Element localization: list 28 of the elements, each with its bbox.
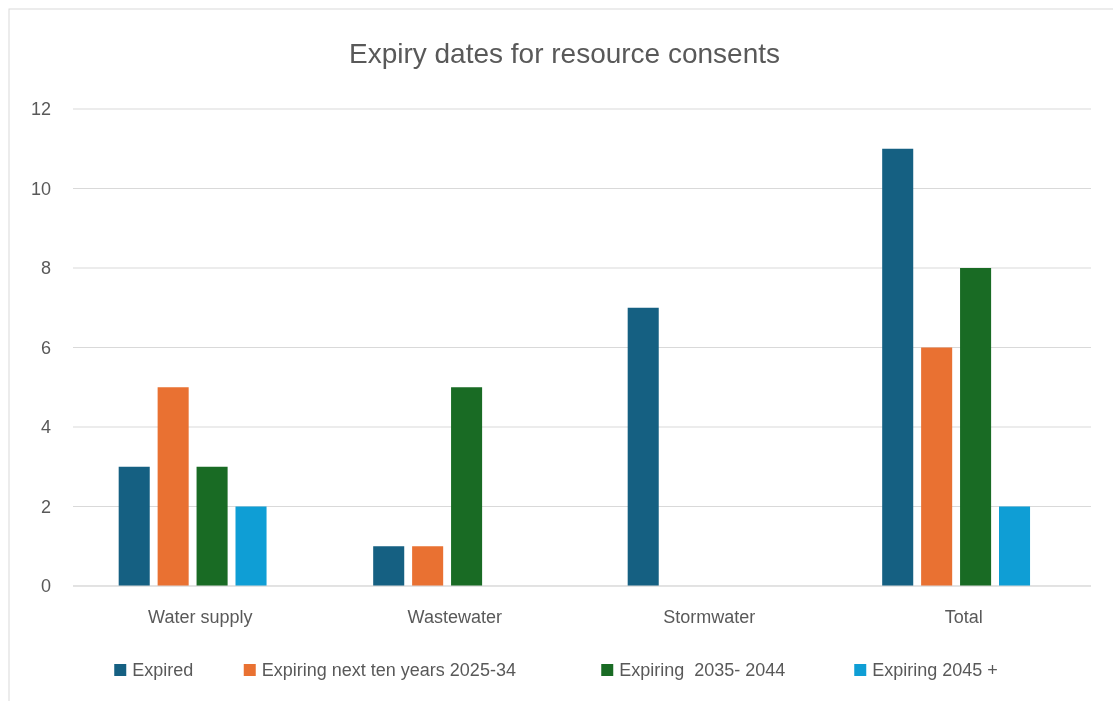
bar [157,387,189,586]
legend-label: Expiring next ten years 2025-34 [261,660,516,681]
bar [451,387,483,586]
x-tick-label: Wastewater [407,607,502,627]
bar [196,466,228,586]
legend-label: Expired [132,660,194,681]
y-tick-label: 4 [40,417,51,438]
bar [921,347,953,586]
bar [412,546,444,586]
bar [999,506,1031,586]
y-tick-label: 2 [40,496,51,517]
y-tick-label: 6 [40,337,51,358]
y-tick-label: 12 [30,99,51,120]
y-tick-label: 0 [40,576,51,597]
bar [118,466,150,586]
bar [627,307,659,586]
bar [373,546,405,586]
y-tick-label: 8 [40,258,51,279]
x-tick-label: Stormwater [663,607,756,627]
x-tick-label: Total [944,607,983,627]
x-tick-label: Water supply [148,607,253,627]
chart-title: Expiry dates for resource consents [348,38,781,69]
bar [960,268,992,586]
bar [235,506,267,586]
legend-label: Expiring 2045 + [872,660,998,681]
legend-label: Expiring 2035- 2044 [619,660,786,681]
bar [882,148,914,586]
y-tick-label: 10 [30,178,51,199]
